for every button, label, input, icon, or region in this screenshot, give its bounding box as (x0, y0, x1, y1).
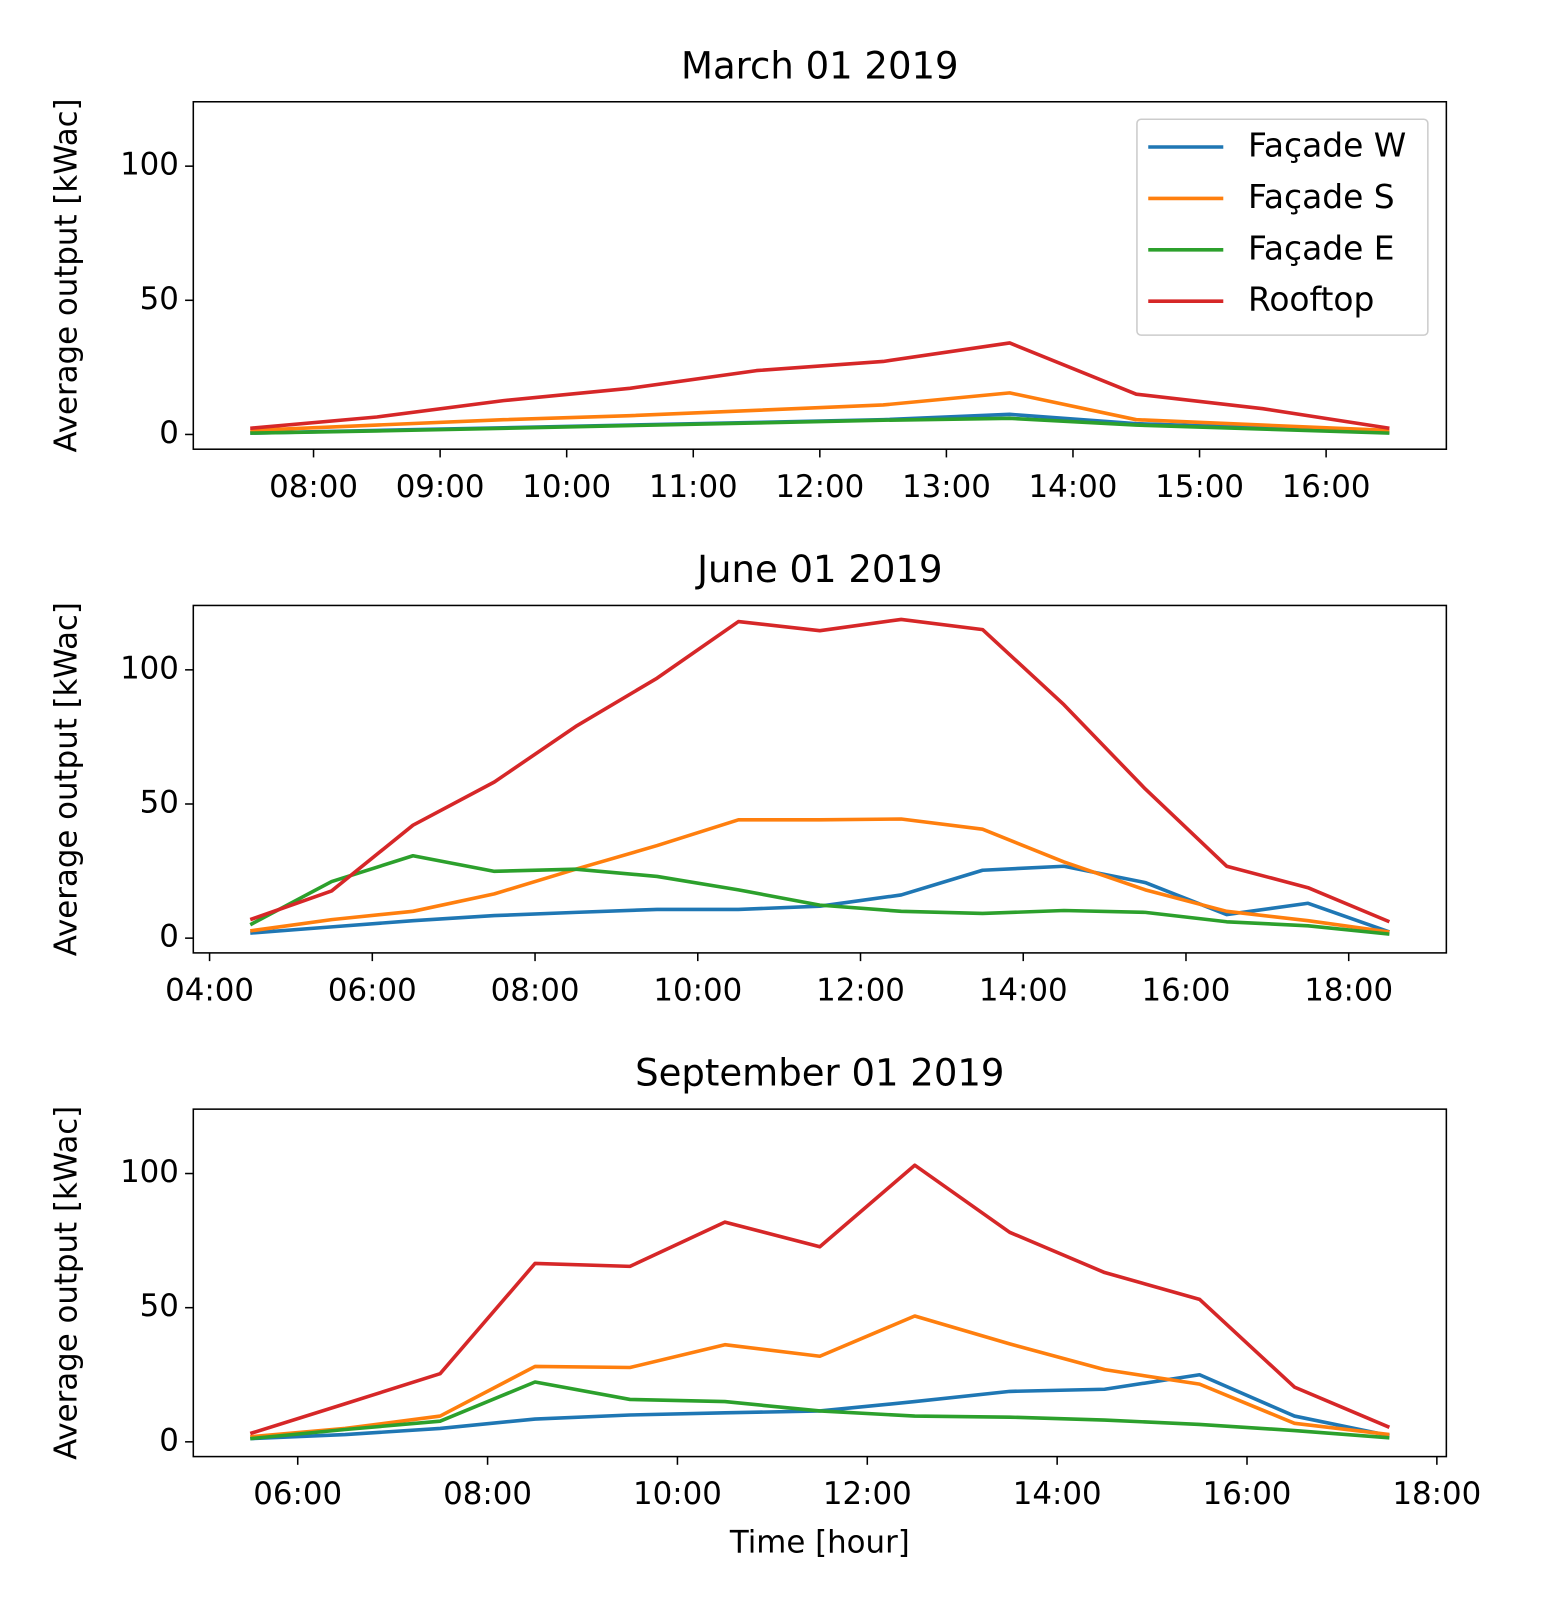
x-tick-label: 18:00 (1304, 972, 1393, 1008)
x-tick-label: 06:00 (328, 972, 417, 1008)
x-tick-label: 14:00 (1013, 1476, 1102, 1512)
axes-frame (192, 100, 1448, 450)
x-tick-label: 14:00 (1029, 469, 1118, 505)
legend-box (1136, 118, 1429, 336)
axes-frame (192, 1108, 1448, 1458)
chart-title: March 01 2019 (681, 44, 959, 87)
data-line (250, 391, 1390, 433)
y-axis-label: Average output [kWac] (48, 98, 84, 452)
x-tick-label: 10:00 (653, 972, 742, 1008)
data-line (250, 341, 1390, 431)
x-tick-label: 06:00 (253, 1476, 342, 1512)
y-tick-label: 0 (159, 415, 179, 451)
chart-title: June 01 2019 (695, 548, 942, 591)
x-tick-label: 09:00 (396, 469, 485, 505)
y-tick-label: 100 (120, 147, 179, 183)
legend-label: Façade E (1248, 228, 1395, 267)
x-tick-label: 14:00 (979, 972, 1068, 1008)
y-tick-label: 0 (159, 1422, 179, 1458)
data-line (249, 853, 1390, 936)
y-tick-label: 100 (120, 650, 179, 686)
data-line (250, 817, 1390, 934)
y-axis-label: Average output [kWac] (48, 1106, 84, 1460)
data-line (250, 416, 1390, 435)
data-line (249, 1163, 1391, 1436)
y-tick-label: 50 (140, 281, 179, 317)
x-tick-label: 10:00 (633, 1476, 722, 1512)
x-tick-label: 16:00 (1203, 1476, 1292, 1512)
x-tick-label: 12:00 (823, 1476, 912, 1512)
data-line (250, 1380, 1390, 1441)
x-tick-label: 12:00 (775, 469, 864, 505)
y-tick-label: 0 (159, 919, 179, 955)
x-tick-label: 13:00 (902, 469, 991, 505)
legend-label: Rooftop (1248, 280, 1374, 319)
data-line (249, 617, 1391, 924)
x-tick-label: 08:00 (443, 1476, 532, 1512)
x-tick-label: 11:00 (649, 469, 738, 505)
x-tick-label: 18:00 (1392, 1476, 1481, 1512)
data-line (250, 1314, 1390, 1439)
x-tick-label: 15:00 (1155, 469, 1244, 505)
y-tick-label: 100 (120, 1154, 179, 1190)
axes-frame (192, 604, 1448, 954)
legend-label: Façade S (1248, 177, 1395, 216)
x-tick-label: 04:00 (165, 972, 254, 1008)
y-tick-label: 50 (140, 1288, 179, 1324)
x-tick-label: 16:00 (1282, 469, 1371, 505)
x-tick-label: 08:00 (491, 972, 580, 1008)
x-tick-label: 12:00 (816, 972, 905, 1008)
y-axis-label: Average output [kWac] (48, 602, 84, 956)
x-tick-label: 16:00 (1142, 972, 1231, 1008)
data-line (250, 864, 1390, 935)
x-tick-label: 08:00 (269, 469, 358, 505)
x-tick-label: 10:00 (522, 469, 611, 505)
y-tick-label: 50 (140, 784, 179, 820)
data-line (250, 1372, 1390, 1441)
chart-title: September 01 2019 (635, 1052, 1004, 1095)
x-axis-label: Time [hour] (729, 1524, 910, 1560)
legend-label: Façade W (1248, 125, 1406, 164)
